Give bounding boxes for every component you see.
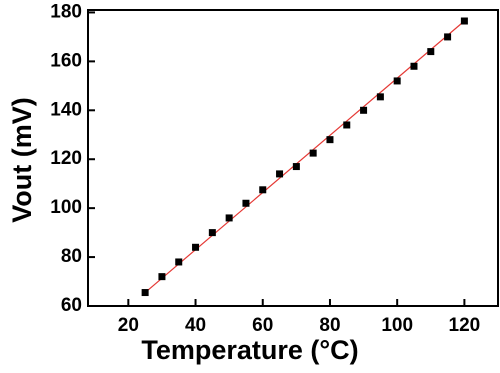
x-tick-label: 20 xyxy=(118,315,139,336)
fit-line xyxy=(144,20,465,294)
data-point xyxy=(292,163,300,171)
x-tick-label: 60 xyxy=(252,315,273,336)
y-tick-label: 60 xyxy=(61,295,82,316)
data-point xyxy=(309,149,317,157)
data-point xyxy=(259,186,267,194)
data-point xyxy=(343,121,351,129)
data-point xyxy=(410,62,418,70)
data-point xyxy=(460,17,468,25)
data-point xyxy=(192,243,200,251)
data-point xyxy=(444,33,452,41)
data-point xyxy=(376,93,384,101)
data-point xyxy=(326,136,334,144)
y-tick-label: 100 xyxy=(50,197,82,218)
data-point xyxy=(360,106,368,114)
y-axis-title: Vout (mV) xyxy=(7,97,37,222)
x-tick-label: 100 xyxy=(381,315,413,336)
data-point xyxy=(276,170,284,178)
data-point xyxy=(242,199,250,207)
x-tick-label: 80 xyxy=(319,315,340,336)
y-tick-label: 80 xyxy=(61,246,82,267)
x-axis-title: Temperature (°C) xyxy=(141,335,358,365)
data-point xyxy=(175,258,183,266)
y-tick-label: 180 xyxy=(50,1,82,22)
x-tick-label: 120 xyxy=(449,315,481,336)
y-tick-label: 140 xyxy=(50,99,82,120)
data-point xyxy=(225,214,233,222)
data-point xyxy=(208,229,216,237)
y-tick-label: 120 xyxy=(50,148,82,169)
data-point xyxy=(141,289,149,297)
plot-frame xyxy=(87,9,499,307)
x-tick-label: 40 xyxy=(185,315,206,336)
data-point xyxy=(427,48,435,56)
data-point xyxy=(393,77,401,85)
y-tick-label: 160 xyxy=(50,50,82,71)
data-point xyxy=(158,273,166,281)
